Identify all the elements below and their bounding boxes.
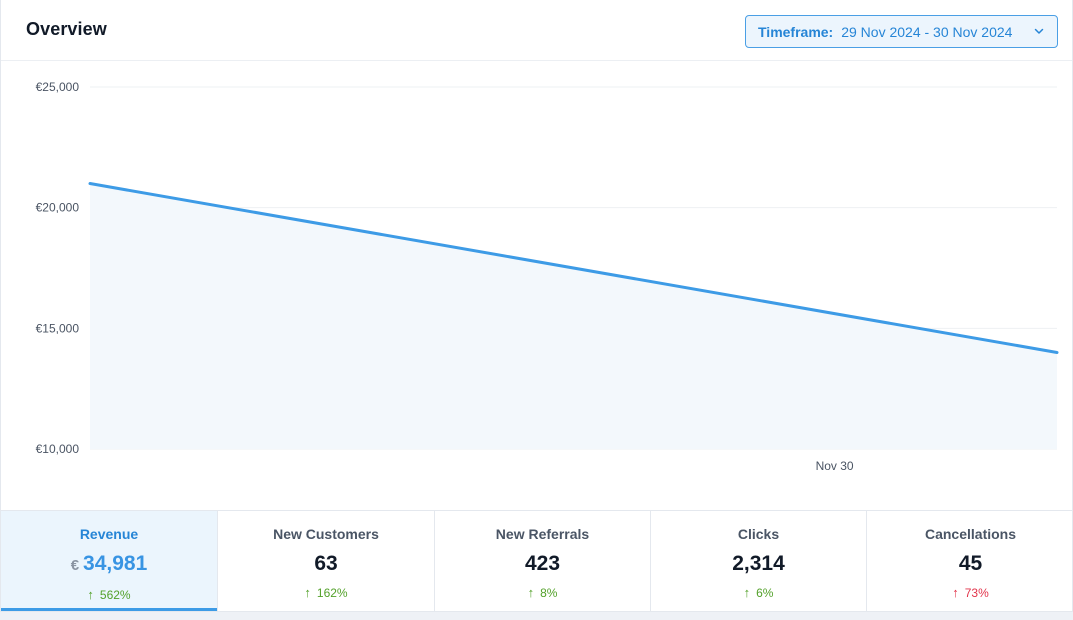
stat-label: Cancellations: [924, 526, 1017, 542]
stat-value: 63: [218, 552, 434, 576]
arrow-up-icon: ↑: [952, 585, 959, 600]
stat-number: 63: [314, 552, 338, 575]
stat-number: 423: [524, 552, 561, 575]
y-tick-label: €25,000: [36, 80, 80, 94]
stat-label: Clicks: [737, 526, 780, 542]
stat-change-percent: 562%: [99, 588, 131, 602]
stats-bar: Revenue €34,981 ↑ 562% New Customers 63 ↑ 162% N…: [1, 510, 1072, 611]
x-tick-label: Nov 30: [816, 459, 854, 473]
stat-value: 423: [435, 552, 650, 576]
stat-change-percent: 73%: [964, 586, 989, 600]
card-header: Overview Timeframe: 29 Nov 2024 - 30 Nov…: [1, 0, 1072, 61]
stat-number: 34,981: [83, 552, 148, 575]
series-line: [88, 182, 1059, 354]
stat-tile-cancellations[interactable]: Cancellations 45 ↑ 73%: [867, 511, 1072, 611]
page-title: Overview: [26, 19, 107, 39]
timeframe-dropdown[interactable]: Timeframe: 29 Nov 2024 - 30 Nov 2024: [745, 15, 1058, 48]
timeframe-value: 29 Nov 2024 - 30 Nov 2024: [841, 23, 1013, 40]
stat-label: Revenue: [79, 526, 139, 542]
stat-change-percent: 6%: [756, 586, 774, 600]
stat-value: 2,314: [651, 552, 866, 576]
arrow-up-icon: ↑: [743, 585, 751, 600]
timeframe-label: Timeframe:: [758, 23, 834, 40]
currency-symbol: €: [70, 557, 80, 574]
stat-change: ↑ 562%: [1, 587, 217, 602]
stat-label: New Customers: [273, 526, 379, 542]
arrow-up-icon: ↑: [304, 585, 311, 600]
stat-change: ↑ 162%: [218, 585, 434, 600]
stat-change: ↑ 6%: [651, 585, 866, 600]
stat-tile-revenue[interactable]: Revenue €34,981 ↑ 562%: [1, 511, 218, 611]
revenue-chart: €10,000 €15,000 €20,000 €25,000 Nov 30: [1, 62, 1072, 510]
revenue-line-chart: €10,000 €15,000 €20,000 €25,000 Nov 30: [36, 80, 1059, 473]
arrow-up-icon: ↑: [527, 585, 535, 600]
series-area: [90, 183, 1057, 449]
stat-label: New Referrals: [495, 526, 590, 542]
stat-value: 45: [867, 552, 1072, 576]
stat-tile-new-customers[interactable]: New Customers 63 ↑ 162%: [218, 511, 435, 611]
stat-change: ↑ 8%: [435, 585, 650, 600]
y-tick-label: €20,000: [36, 201, 80, 215]
stat-number: 2,314: [732, 552, 785, 575]
stat-number: 45: [958, 552, 983, 575]
chevron-down-icon: [1034, 28, 1044, 34]
arrow-up-icon: ↑: [87, 587, 94, 602]
stat-tile-new-referrals[interactable]: New Referrals 423 ↑ 8%: [435, 511, 651, 611]
stat-change-percent: 8%: [540, 586, 558, 600]
stat-value: €34,981: [1, 552, 217, 576]
stat-change: ↑ 73%: [867, 585, 1072, 600]
stat-tile-clicks[interactable]: Clicks 2,314 ↑ 6%: [651, 511, 867, 611]
y-tick-label: €10,000: [36, 442, 80, 456]
stat-change-percent: 162%: [316, 586, 348, 600]
y-tick-label: €15,000: [36, 321, 80, 335]
